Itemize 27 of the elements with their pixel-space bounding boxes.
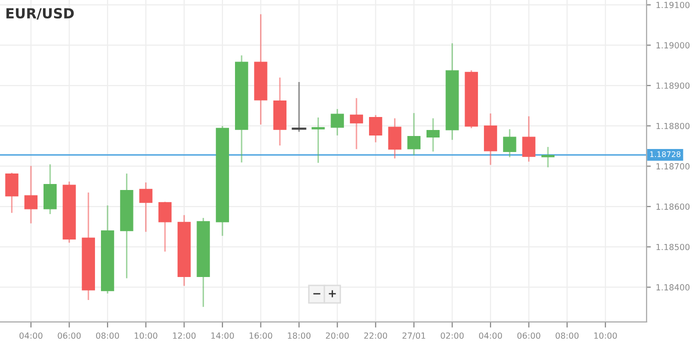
x-tick-label: 04:00 [479, 332, 502, 339]
x-tick-label: 10:00 [594, 332, 617, 339]
x-tick-label: 06:00 [517, 332, 540, 339]
y-tick-label: 1.18600 [656, 204, 690, 210]
x-tick-label: 27/01 [402, 332, 426, 340]
y-tick-label: 1.18800 [656, 122, 690, 130]
annotation: − [313, 293, 320, 294]
chart-title: EUR/USD [6, 8, 74, 20]
y-tick-label: 1.19100 [656, 2, 690, 8]
annotation: + [328, 290, 336, 298]
y-tick-label: 1.18400 [656, 284, 690, 290]
x-tick-label: 18:00 [288, 332, 310, 339]
x-tick-label: 08:00 [96, 332, 120, 339]
x-tick-label: 02:00 [440, 332, 464, 339]
x-tick-label: 10:00 [134, 332, 158, 339]
y-tick-label: 1.18700 [656, 163, 690, 170]
x-tick-label: 20:00 [326, 332, 349, 339]
y-tick-label: 1.18500 [656, 244, 690, 250]
x-tick-label: 06:00 [58, 332, 81, 339]
x-tick-label: 14:00 [211, 332, 234, 339]
y-tick-label: 1.18900 [656, 82, 690, 89]
x-tick-label: 04:00 [20, 332, 42, 339]
x-tick-label: 08:00 [556, 332, 579, 339]
x-tick-label: 22:00 [364, 332, 388, 339]
x-tick-label: 12:00 [173, 332, 196, 339]
x-tick-label: 16:00 [250, 332, 272, 339]
y-tick-label: 1.19000 [656, 42, 690, 48]
